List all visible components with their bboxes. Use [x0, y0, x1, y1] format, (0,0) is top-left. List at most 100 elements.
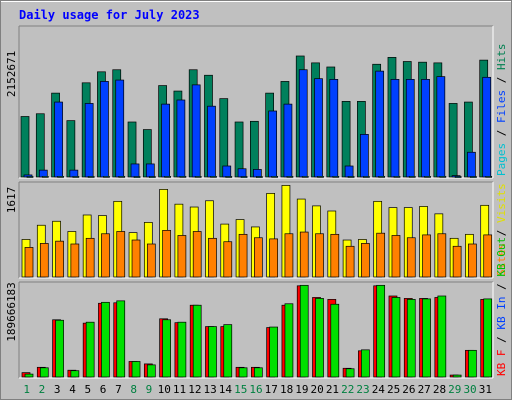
bar-sites-day-31 [483, 234, 493, 278]
bar-kb-out-day-26 [406, 299, 416, 378]
bar-hits-day-29 [448, 103, 458, 178]
bar-pages-day-3 [57, 176, 64, 178]
bar-kb-out-day-11 [177, 321, 187, 378]
bar-kb-out-day-25 [391, 297, 401, 378]
bar-files-day-18 [283, 103, 293, 178]
bar-files-day-25 [390, 79, 400, 178]
bar-files-day-14 [222, 165, 232, 178]
bar-sites-day-4 [70, 243, 80, 278]
bar-files-day-28 [436, 76, 446, 178]
x-tick-day-8: 8 [130, 383, 137, 396]
bar-sites-day-10 [162, 229, 171, 278]
bar-hits-day-2 [35, 113, 45, 178]
legend-separator: / [495, 277, 508, 297]
bar-sites-day-11 [177, 235, 187, 278]
bar-kb-out-day-31 [483, 298, 493, 378]
x-tick-day-27: 27 [418, 383, 431, 396]
x-tick-day-12: 12 [188, 383, 201, 396]
bar-pages-day-8 [133, 176, 141, 178]
panel-kbytes: 189666183 KB F / KB In / KB Out [5, 237, 508, 379]
bar-kb-out-day-30 [468, 349, 477, 378]
x-tick-day-16: 16 [249, 383, 262, 396]
panel-hits: 2152671 Pages / Files / Hits [5, 25, 508, 179]
bar-pages-day-7 [118, 176, 126, 178]
bar-sites-day-29 [452, 245, 462, 278]
x-tick-day-3: 3 [54, 383, 61, 396]
bar-sites-day-18 [284, 233, 294, 278]
x-tick-day-24: 24 [372, 383, 386, 396]
bar-sites-day-12 [192, 231, 202, 278]
panel-max-label: 1617 [5, 187, 18, 214]
bar-sites-day-14 [223, 241, 233, 278]
bar-pages-day-27 [424, 176, 431, 178]
bar-sites-day-27 [422, 234, 431, 278]
bar-pages-day-14 [225, 176, 233, 178]
bar-hits-day-4 [66, 120, 76, 178]
bar-files-day-8 [130, 163, 140, 178]
bar-files-day-24 [375, 70, 385, 178]
bar-sites-day-13 [208, 237, 217, 278]
bar-kb-out-day-16 [254, 367, 263, 378]
x-tick-day-20: 20 [311, 383, 324, 396]
bar-kb-out-day-23 [361, 349, 370, 378]
bar-pages-day-24 [378, 176, 386, 178]
legend-entry-hits: Hits [495, 44, 508, 71]
bar-sites-day-19 [299, 231, 309, 278]
bar-kb-out-day-20 [315, 298, 324, 378]
bar-pages-day-2 [41, 176, 49, 178]
bar-sites-day-25 [391, 235, 401, 278]
x-tick-day-25: 25 [387, 383, 400, 396]
x-tick-day-6: 6 [100, 383, 107, 396]
bar-kb-out-day-29 [452, 374, 462, 378]
x-tick-day-15: 15 [234, 383, 247, 396]
panel-max-label: 2152671 [5, 51, 18, 97]
bar-sites-day-21 [330, 233, 340, 278]
x-tick-day-30: 30 [463, 383, 476, 396]
bar-kb-out-day-14 [223, 324, 233, 378]
bar-sites-day-28 [437, 233, 447, 278]
bar-hits-day-16 [250, 120, 259, 178]
x-tick-day-10: 10 [158, 383, 171, 396]
bar-pages-day-13 [210, 176, 217, 178]
bar-kb-out-day-27 [422, 298, 431, 378]
bar-sites-day-6 [101, 233, 110, 278]
bar-pages-day-28 [439, 176, 447, 178]
bar-files-day-31 [482, 76, 492, 178]
panel-visits: 1617 Sites / Visits [5, 181, 508, 279]
x-tick-day-14: 14 [219, 383, 233, 396]
bar-pages-day-17 [271, 176, 278, 178]
bar-pages-day-22 [347, 176, 355, 178]
bar-kb-out-day-13 [208, 326, 217, 378]
bar-hits-day-1 [20, 116, 30, 178]
bar-sites-day-22 [345, 245, 355, 278]
bar-sites-day-24 [376, 232, 386, 278]
legend-entry-kb-f: KB F [495, 350, 508, 377]
x-tick-day-11: 11 [173, 383, 186, 396]
legend-entry-sites: Sites [495, 243, 508, 276]
x-tick-day-23: 23 [356, 383, 369, 396]
x-tick-day-21: 21 [326, 383, 339, 396]
bar-pages-day-4 [72, 176, 80, 178]
bar-files-day-9 [145, 163, 155, 178]
bar-kb-out-day-24 [376, 284, 386, 378]
bar-sites-day-23 [361, 243, 370, 278]
bar-kb-out-day-28 [437, 295, 447, 378]
bar-kb-out-day-12 [192, 304, 202, 378]
bar-sites-day-20 [315, 233, 324, 278]
bar-pages-day-6 [103, 176, 110, 178]
bar-pages-day-1 [26, 176, 34, 178]
bar-hits-day-14 [219, 98, 229, 178]
panel-legend: KB F / KB In / KB Out [495, 237, 508, 376]
bar-pages-day-5 [87, 176, 95, 178]
bar-files-day-11 [176, 99, 186, 178]
x-tick-day-31: 31 [479, 383, 492, 396]
bar-kb-out-day-10 [162, 319, 171, 378]
bar-sites-day-17 [269, 238, 278, 278]
legend-separator: / [495, 223, 508, 243]
bar-kb-out-day-7 [116, 300, 126, 378]
frame-shadow [1, 1, 511, 2]
bar-pages-day-30 [470, 176, 477, 178]
bar-kb-out-day-2 [39, 367, 49, 378]
x-tick-day-28: 28 [433, 383, 446, 396]
